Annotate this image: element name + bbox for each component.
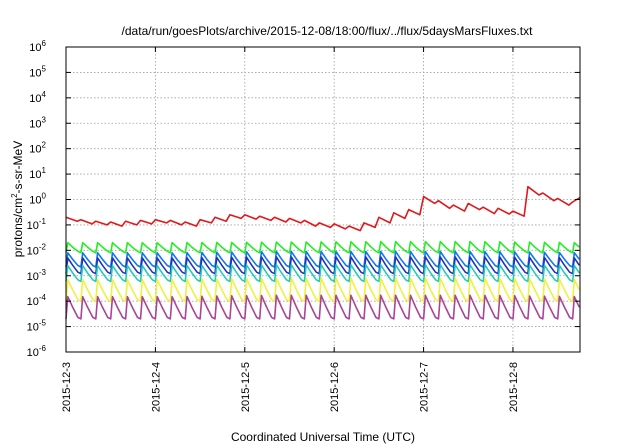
series-line-7 <box>65 294 581 320</box>
y-tick-label: 102 <box>29 141 46 156</box>
x-axis-ticks: 2015-12-3 2015-12-4 2015-12-5 2015-12-6 2015… <box>61 47 520 412</box>
series-line-6 <box>65 277 581 302</box>
x-tick-label: 2015-12-3 <box>61 362 73 412</box>
y-tick-label: 10-6 <box>27 344 47 359</box>
y-tick-label: 103 <box>29 115 46 130</box>
series-line-5 <box>65 264 580 283</box>
x-tick-label: 2015-12-6 <box>329 362 341 412</box>
y-axis-label: protons/cm2-s-sr-MeV <box>10 141 25 257</box>
x-tick-label: 2015-12-8 <box>508 362 520 412</box>
y-tick-label: 10-2 <box>27 242 47 257</box>
y-tick-label: 100 <box>29 192 46 207</box>
y-tick-label: 10-4 <box>27 293 47 308</box>
series-line-1 <box>65 185 581 232</box>
x-axis-label: Coordinated Universal Time (UTC) <box>231 430 415 444</box>
series-layer <box>65 185 581 320</box>
grid <box>66 47 580 352</box>
chart-title: /data/run/goesPlots/archive/2015-12-08/1… <box>122 24 534 38</box>
y-tick-label: 105 <box>29 64 46 79</box>
y-tick-label: 106 <box>29 39 46 54</box>
y-tick-label: 101 <box>29 166 46 181</box>
x-tick-label: 2015-12-7 <box>419 362 431 412</box>
y-tick-label: 10-1 <box>27 217 47 232</box>
y-tick-label: 10-5 <box>27 319 47 334</box>
x-tick-label: 2015-12-5 <box>240 362 252 412</box>
y-tick-label: 104 <box>29 90 46 105</box>
series-line-3 <box>65 250 580 268</box>
x-tick-label: 2015-12-4 <box>150 362 162 412</box>
series-line-4 <box>65 256 580 275</box>
series-line-2 <box>65 240 580 254</box>
y-axis-ticks: 10-6 10-5 10-4 10-3 10-2 10-1 100 101 102 103 104 1… <box>27 39 580 359</box>
y-tick-label: 10-3 <box>27 268 47 283</box>
